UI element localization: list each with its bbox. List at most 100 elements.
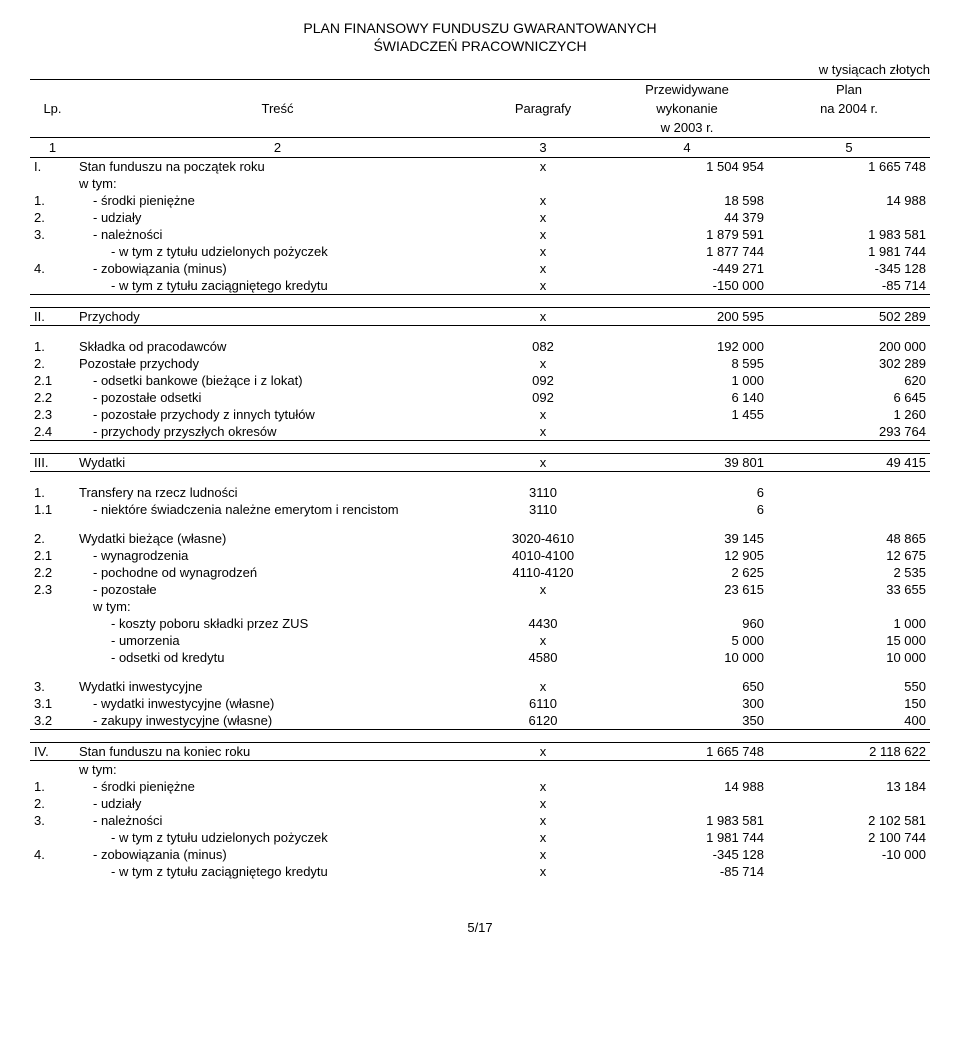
row-II24: 2.4 - przychody przyszłych okresów x 293… [30, 423, 930, 441]
row-IV: IV. Stan funduszu na koniec roku x 1 665… [30, 743, 930, 761]
hdr-col5-a: Plan [768, 80, 930, 100]
cell-c4 [606, 423, 768, 441]
cell-par: 092 [480, 372, 606, 389]
header-numbers: 1 2 3 4 5 [30, 138, 930, 158]
cell-c5: 302 289 [768, 355, 930, 372]
cell-c4: 1 879 591 [606, 226, 768, 243]
cell-lp: 1.1 [30, 501, 75, 518]
cell-par: x [480, 863, 606, 880]
cell-par: x [480, 795, 606, 812]
cell-tresc: Pozostałe przychody [75, 355, 480, 372]
cell-c4: 1 877 744 [606, 243, 768, 260]
cell-c5 [768, 501, 930, 518]
cell-lp: 2. [30, 355, 75, 372]
cell-lp: 1. [30, 778, 75, 795]
cell-tresc: - pozostałe przychody z innych tytułów [75, 406, 480, 423]
cell-lp: 2.2 [30, 564, 75, 581]
cell-c5: 12 675 [768, 547, 930, 564]
cell-par: x [480, 158, 606, 176]
cell-c5: 502 289 [768, 308, 930, 326]
cell-par: x [480, 243, 606, 260]
cell-tresc: - pozostałe odsetki [75, 389, 480, 406]
cell-tresc: - w tym z tytułu udzielonych pożyczek [75, 243, 480, 260]
cell-c5: 6 645 [768, 389, 930, 406]
row-III23w: w tym: [30, 598, 930, 615]
cell-par: 4580 [480, 649, 606, 666]
hdr-paragrafy: Paragrafy [480, 99, 606, 118]
cell-c4: 6 [606, 501, 768, 518]
cell-c5: 49 415 [768, 454, 930, 472]
cell-tresc: - w tym z tytułu zaciągniętego kredytu [75, 863, 480, 880]
cell-lp: I. [30, 158, 75, 176]
cell-tresc: - umorzenia [75, 632, 480, 649]
cell-lp: 4. [30, 846, 75, 863]
row-I4a: - w tym z tytułu zaciągniętego kredytu x… [30, 277, 930, 295]
header-row-2: Lp. Treść Paragrafy wykonanie na 2004 r. [30, 99, 930, 118]
cell-c4: -150 000 [606, 277, 768, 295]
unit-label: w tysiącach złotych [30, 62, 930, 77]
cell-lp: 4. [30, 260, 75, 277]
cell-c4: -449 271 [606, 260, 768, 277]
cell-lp: 2. [30, 209, 75, 226]
row-IV4a: - w tym z tytułu zaciągniętego kredytu x… [30, 863, 930, 880]
cell-c4: 44 379 [606, 209, 768, 226]
cell-lp: 1. [30, 192, 75, 209]
cell-par: x [480, 355, 606, 372]
cell-c5: 1 983 581 [768, 226, 930, 243]
cell-tresc: - koszty poboru składki przez ZUS [75, 615, 480, 632]
cell-lp: 2. [30, 530, 75, 547]
row-III1: 1. Transfery na rzecz ludności 3110 6 [30, 484, 930, 501]
cell-lp: 2.3 [30, 406, 75, 423]
row-II23: 2.3 - pozostałe przychody z innych tytuł… [30, 406, 930, 423]
cell-par: x [480, 678, 606, 695]
row-I3: 3. - należności x 1 879 591 1 983 581 [30, 226, 930, 243]
cell-tresc: - przychody przyszłych okresów [75, 423, 480, 441]
cell-c4: 1 455 [606, 406, 768, 423]
cell-tresc: - w tym z tytułu udzielonych pożyczek [75, 829, 480, 846]
cell-lp: 2.4 [30, 423, 75, 441]
cell-tresc: w tym: [75, 175, 480, 192]
cell-c4: -85 714 [606, 863, 768, 880]
cell-tresc: Wydatki inwestycyjne [75, 678, 480, 695]
cell-tresc: - udziały [75, 209, 480, 226]
cell-c4: 200 595 [606, 308, 768, 326]
cell-tresc: Składka od pracodawców [75, 338, 480, 355]
cell-par: x [480, 277, 606, 295]
cell-c4: 6 [606, 484, 768, 501]
row-III23c: - odsetki od kredytu 4580 10 000 10 000 [30, 649, 930, 666]
cell-tresc: - środki pieniężne [75, 778, 480, 795]
cell-lp: 3. [30, 226, 75, 243]
cell-c5: 400 [768, 712, 930, 730]
cell-c5: 14 988 [768, 192, 930, 209]
cell-c5: 15 000 [768, 632, 930, 649]
cell-lp: IV. [30, 743, 75, 761]
cell-tresc: Przychody [75, 308, 480, 326]
cell-par: x [480, 778, 606, 795]
cell-c5: 1 260 [768, 406, 930, 423]
cell-lp: 2. [30, 795, 75, 812]
row-I4: 4. - zobowiązania (minus) x -449 271 -34… [30, 260, 930, 277]
cell-c5 [768, 795, 930, 812]
row-III: III. Wydatki x 39 801 49 415 [30, 454, 930, 472]
cell-tresc: - należności [75, 226, 480, 243]
cell-c5: -85 714 [768, 277, 930, 295]
cell-c5 [768, 484, 930, 501]
row-II: II. Przychody x 200 595 502 289 [30, 308, 930, 326]
cell-c4 [606, 795, 768, 812]
row-I2: 2. - udziały x 44 379 [30, 209, 930, 226]
cell-par: 4430 [480, 615, 606, 632]
row-III23: 2.3 - pozostałe x 23 615 33 655 [30, 581, 930, 598]
cell-tresc: - wydatki inwestycyjne (własne) [75, 695, 480, 712]
cell-lp: 2.1 [30, 547, 75, 564]
cell-c5: -10 000 [768, 846, 930, 863]
cell-c4: 8 595 [606, 355, 768, 372]
cell-c4: 1 000 [606, 372, 768, 389]
cell-tresc: - odsetki od kredytu [75, 649, 480, 666]
row-III21: 2.1 - wynagrodzenia 4010-4100 12 905 12 … [30, 547, 930, 564]
cell-par: 3020-4610 [480, 530, 606, 547]
row-III2: 2. Wydatki bieżące (własne) 3020-4610 39… [30, 530, 930, 547]
cell-tresc: Stan funduszu na koniec roku [75, 743, 480, 761]
cell-c5: 2 118 622 [768, 743, 930, 761]
row-II21: 2.1 - odsetki bankowe (bieżące i z lokat… [30, 372, 930, 389]
cell-c5: 13 184 [768, 778, 930, 795]
